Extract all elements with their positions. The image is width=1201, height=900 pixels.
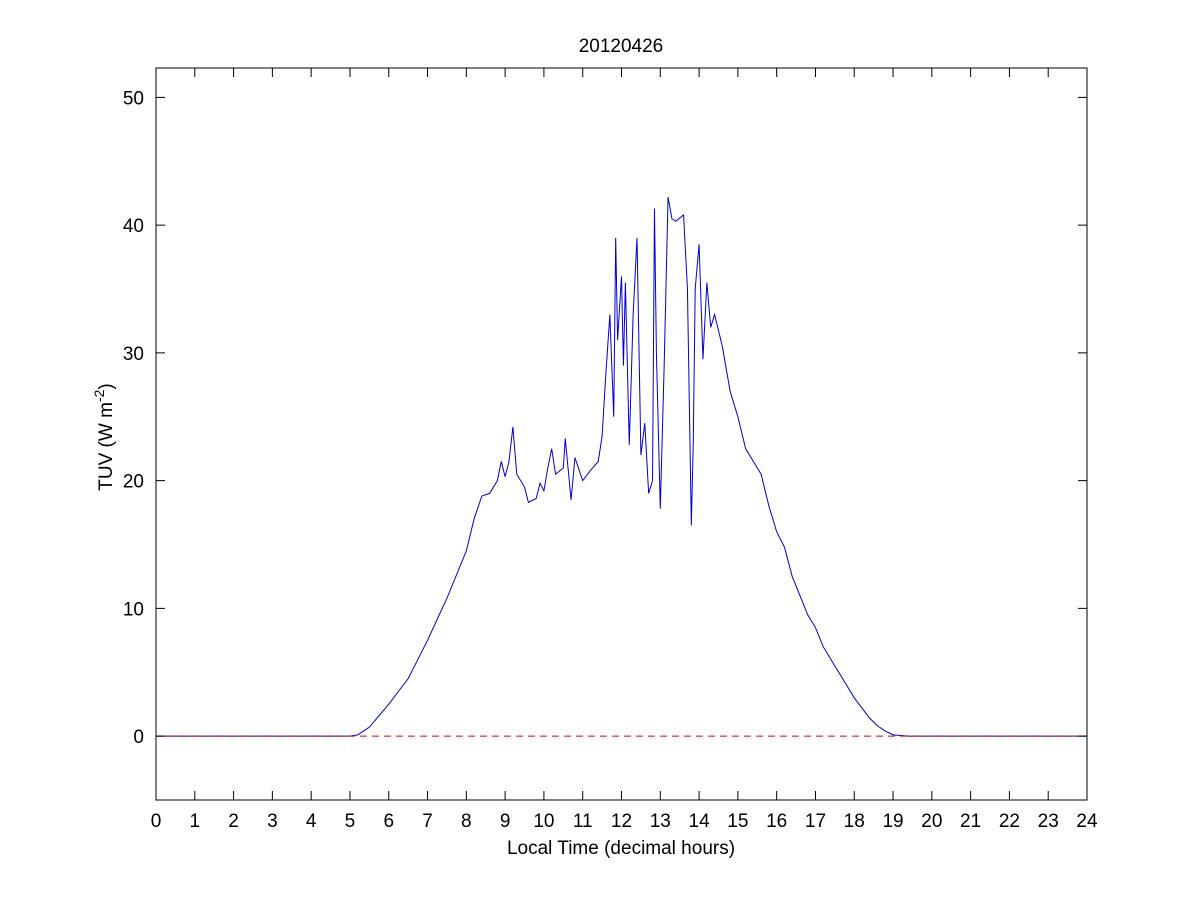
x-tick-label: 10: [533, 811, 554, 832]
x-tick-label: 21: [960, 811, 981, 832]
x-tick-label: 17: [805, 811, 826, 832]
x-tick-label: 15: [727, 811, 748, 832]
y-tick-label: 30: [123, 344, 144, 365]
x-tick-label: 19: [882, 811, 903, 832]
x-tick-label: 13: [650, 811, 671, 832]
y-label-end: ): [96, 383, 117, 389]
y-tick-label: 50: [123, 88, 144, 109]
y-tick-label: 20: [123, 472, 144, 493]
chart-title: 20120426: [579, 36, 664, 57]
x-tick-label: 11: [573, 811, 593, 832]
x-tick-label: 23: [1038, 811, 1059, 832]
x-tick-label: 22: [999, 811, 1020, 832]
x-tick-label: 8: [461, 811, 472, 832]
x-tick-label: 2: [228, 811, 239, 832]
x-axis-label: Local Time (decimal hours): [507, 838, 735, 859]
y-tick-label: 10: [123, 599, 144, 620]
y-label-sup: -2: [91, 389, 107, 402]
x-tick-label: 9: [500, 811, 511, 832]
x-tick-label: 1: [190, 811, 201, 832]
data-line: [156, 196, 1087, 737]
y-axis-label: TUV (W m-2): [91, 383, 117, 490]
y-tick-label: 40: [123, 216, 144, 237]
x-tick-label: 14: [689, 811, 711, 832]
x-tick-label: 4: [306, 811, 317, 832]
x-tick-label: 24: [1076, 811, 1098, 832]
y-label-text: TUV (W m: [96, 402, 117, 491]
x-tick-label: 5: [345, 811, 356, 832]
x-tick-label: 0: [151, 811, 162, 832]
x-tick-label: 12: [611, 811, 632, 832]
x-tick-label: 16: [766, 811, 787, 832]
x-tick-label: 3: [267, 811, 278, 832]
x-tick-label: 6: [383, 811, 394, 832]
x-tick-label: 18: [844, 811, 865, 832]
x-tick-label: 20: [921, 811, 942, 832]
y-tick-label: 0: [133, 727, 144, 748]
x-tick-label: 7: [422, 811, 433, 832]
